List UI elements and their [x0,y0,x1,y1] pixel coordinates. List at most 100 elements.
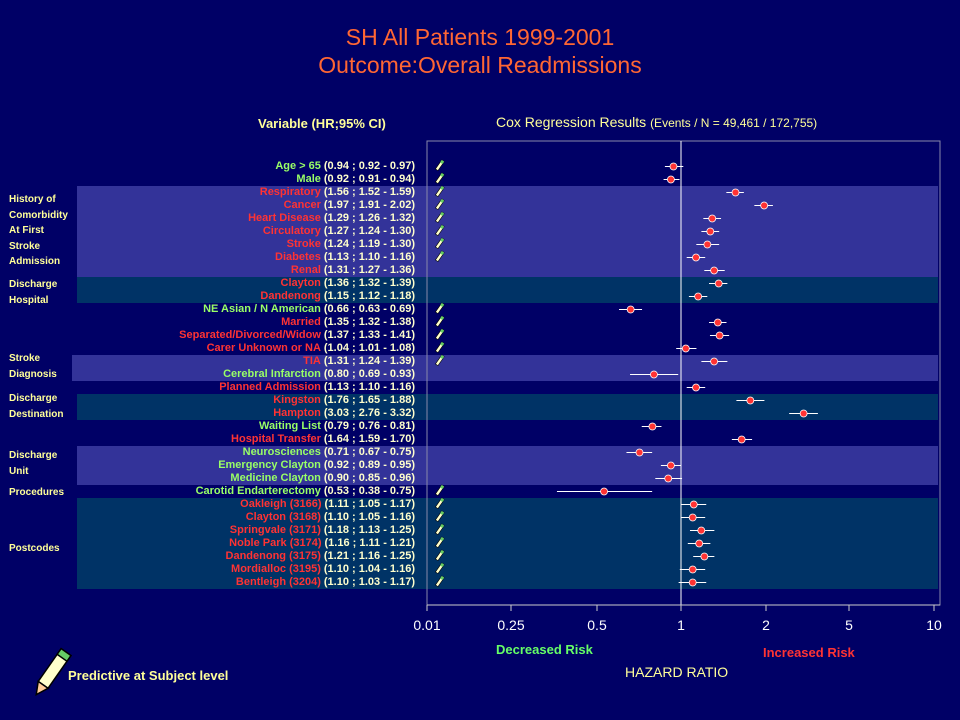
x-tick-label: 5 [845,617,853,633]
pencil-icon [435,185,445,198]
hr-point [713,318,722,327]
pencil-icon [435,224,445,237]
row-variable-name: Dandenong [260,290,321,302]
row-hr-ci: (1.13 ; 1.10 - 1.16) [323,381,415,393]
row-hr-ci: (1.15 ; 1.12 - 1.18) [323,290,415,302]
row-label: Male (0.92 ; 0.91 - 0.94) [296,173,415,186]
chart-title: SH All Patients 1999-2001 [345,24,615,50]
increased-risk-label: Increased Risk [763,645,855,660]
pencil-icon [435,237,445,250]
row-variable-name: Waiting List [258,420,321,432]
row-hr-ci: (1.11 ; 1.05 - 1.17) [324,498,416,510]
row-hr-ci: (1.35 ; 1.32 - 1.38) [323,316,415,328]
x-tick-label: 0.25 [497,617,524,633]
x-axis-label: HAZARD RATIO [625,664,729,680]
hr-point [688,578,697,587]
hr-point [710,357,719,366]
row-hr-ci: (1.10 ; 1.03 - 1.17) [323,576,415,588]
row-label: TIA (1.31 ; 1.24 - 1.39) [303,355,415,368]
pencil-icon [435,484,445,497]
hr-point [714,279,723,288]
band-1 [77,277,938,303]
row-hr-ci: (1.10 ; 1.05 - 1.16) [323,511,415,523]
row-hr-ci: (0.79 ; 0.76 - 0.81) [323,420,415,432]
pencil-icon [435,198,445,211]
row-hr-ci: (1.31 ; 1.27 - 1.36) [323,264,415,276]
row-hr-ci: (1.10 ; 1.04 - 1.16) [323,563,415,575]
hr-point [688,513,697,522]
row-hr-ci: (1.76 ; 1.65 - 1.88) [323,394,415,406]
pencil-icon [435,341,445,354]
pencil-icon [435,315,445,328]
x-tick-label: 2 [762,617,770,633]
row-variable-name: Springvale (3171) [229,524,321,536]
row-label: Clayton (3168) (1.10 ; 1.05 - 1.16) [246,511,415,524]
row-hr-ci: (1.97 ; 1.91 - 2.02) [323,199,415,211]
row-variable-name: Planned Admission [219,381,321,393]
hr-point [708,214,717,223]
pencil-icon [435,354,445,367]
row-variable-name: Carotid Endarterectomy [195,485,321,497]
hr-point [697,526,706,535]
pencil-icon [435,328,445,341]
pencil-icon [435,510,445,523]
group-label: Discharge Unit [9,450,58,477]
row-label: Dandenong (1.15 ; 1.12 - 1.18) [260,290,415,303]
x-tick-label: 10 [926,617,942,633]
hr-point [689,500,698,509]
row-variable-name: Renal [290,264,321,276]
hr-point [700,552,709,561]
hr-point [666,461,675,470]
row-hr-ci: (1.64 ; 1.59 - 1.70) [323,433,415,445]
row-label: Noble Park (3174) (1.16 ; 1.11 - 1.21) [229,537,415,550]
row-hr-ci: (1.37 ; 1.33 - 1.41) [323,329,415,341]
hr-point [666,175,675,184]
row-hr-ci: (1.16 ; 1.11 - 1.21) [324,537,416,549]
group-label: Postcodes [9,543,60,554]
pencil-icon [435,159,445,172]
row-hr-ci: (1.21 ; 1.16 - 1.25) [323,550,415,562]
row-variable-name: Carer Unknown or NA [206,342,321,354]
row-label: Circulatory (1.27 ; 1.24 - 1.30) [263,225,415,238]
row-variable-name: Bentleigh (3204) [235,576,321,588]
hr-point [695,539,704,548]
row-label: Carotid Endarterectomy (0.53 ; 0.38 - 0.7… [196,485,415,498]
pencil-icon [435,549,445,562]
row-label: Clayton (1.36 ; 1.32 - 1.39) [281,277,415,290]
cox-header: Cox Regression Results (Events / N = 49,… [496,114,817,130]
row-variable-name: Married [281,316,321,328]
row-variable-name: NE Asian / N American [203,303,321,315]
hr-point [692,253,700,262]
hr-point [737,435,746,444]
row-variable-name: Separated/Divorced/Widow [179,329,321,341]
hr-point [600,487,608,496]
pencil-icon [435,250,445,263]
hr-point [692,383,700,392]
row-hr-ci: (0.92 ; 0.89 - 0.95) [323,459,415,471]
pencil-icon [435,302,445,315]
chart-subtitle: Outcome:Overall Readmissions [318,52,642,78]
pencil-icon [435,211,445,224]
hr-point [650,370,658,379]
group-label: Discharge Destination [9,393,64,420]
row-label: Separated/Divorced/Widow (1.37 ; 1.33 - 1… [179,329,415,342]
pencil-icon [435,523,445,536]
row-label: NE Asian / N American (0.66 ; 0.63 - 0.69… [203,303,415,316]
row-label: Diabetes (1.13 ; 1.10 - 1.16) [275,251,415,264]
row-label: Heart Disease (1.29 ; 1.26 - 1.32) [248,212,415,225]
row-label: Kingston (1.76 ; 1.65 - 1.88) [273,394,415,407]
row-variable-name: Male [296,173,321,185]
row-variable-name: TIA [303,355,321,367]
hr-point [746,396,755,405]
row-label: Renal (1.31 ; 1.27 - 1.36) [291,264,415,277]
group-label: Discharge Hospital [9,279,58,306]
row-label: Springvale (3171) (1.18 ; 1.13 - 1.25) [230,524,415,537]
row-variable-name: Cerebral Infarction [223,368,321,380]
row-label: Cancer (1.97 ; 1.91 - 2.02) [284,199,415,212]
row-variable-name: Hampton [273,407,321,419]
row-label: Emergency Clayton (0.92 ; 0.89 - 0.95) [218,459,415,472]
row-variable-name: Heart Disease [248,212,321,224]
row-label: Hampton (3.03 ; 2.76 - 3.32) [273,407,415,420]
row-hr-ci: (1.18 ; 1.13 - 1.25) [323,524,415,536]
row-label: Neurosciences (0.71 ; 0.67 - 0.75) [243,446,415,459]
